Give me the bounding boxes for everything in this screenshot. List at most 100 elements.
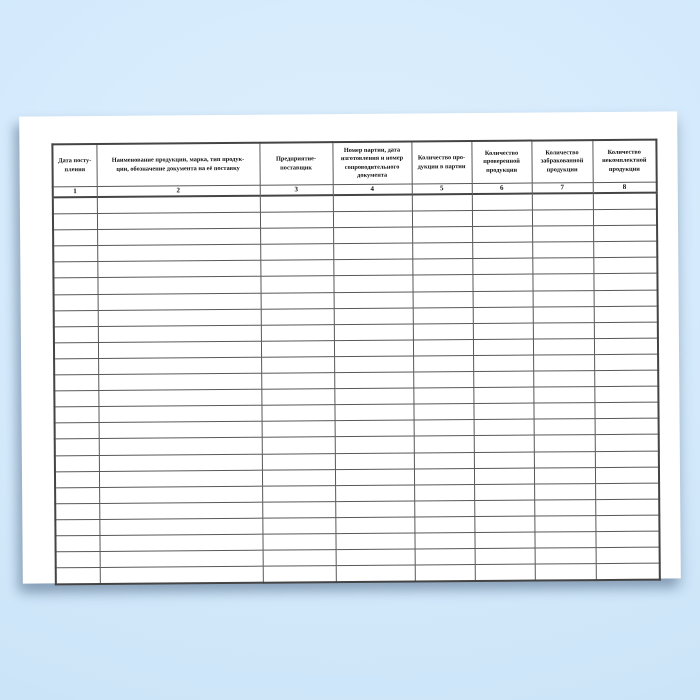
header-row: Дата посту- пления Наименование продукци… <box>52 139 657 187</box>
empty-log-cell <box>97 292 261 311</box>
document-page: Дата посту- пления Наименование продукци… <box>19 111 681 586</box>
empty-log-cell <box>413 387 474 405</box>
empty-log-cell <box>472 338 534 356</box>
empty-log-cell <box>472 242 533 259</box>
empty-log-cell <box>593 257 658 275</box>
empty-log-cell <box>53 310 98 327</box>
empty-log-cell <box>473 435 534 453</box>
empty-log-cell <box>413 452 474 469</box>
empty-log-row <box>55 563 660 585</box>
empty-log-cell <box>593 289 658 307</box>
column-header-rejected-quantity: Количество забракованной продукции <box>531 140 593 184</box>
empty-log-cell <box>595 547 660 564</box>
empty-log-cell <box>54 358 99 375</box>
empty-log-cell <box>260 243 334 261</box>
empty-log-cell <box>473 451 534 469</box>
empty-log-cell <box>333 275 413 293</box>
empty-log-cell <box>97 276 261 295</box>
empty-log-cell <box>534 483 596 500</box>
empty-log-cell <box>261 420 335 438</box>
empty-log-cell <box>54 454 99 472</box>
column-number-1: 1 <box>52 186 97 198</box>
empty-log-cell <box>534 563 596 581</box>
empty-log-cell <box>534 515 596 533</box>
empty-log-cell <box>532 274 594 291</box>
empty-log-cell <box>333 243 413 261</box>
column-header-receipt-date: Дата посту- пления <box>52 143 97 187</box>
empty-log-cell <box>473 371 534 388</box>
empty-log-cell <box>413 468 475 485</box>
empty-log-cell <box>262 549 336 567</box>
empty-log-cell <box>534 499 596 516</box>
empty-log-cell <box>334 436 414 454</box>
empty-log-cell <box>472 258 533 276</box>
empty-log-cell <box>334 372 414 389</box>
empty-log-cell <box>260 276 334 293</box>
empty-log-cell <box>334 468 415 486</box>
empty-log-cell <box>593 337 659 355</box>
empty-log-cell <box>533 386 595 404</box>
empty-log-cell <box>97 260 261 278</box>
empty-log-cell <box>594 386 659 403</box>
empty-log-cell <box>99 566 263 585</box>
empty-log-cell <box>262 565 336 583</box>
column-header-supplier: Предприятие- поставщик <box>259 142 333 186</box>
empty-log-cell <box>473 387 534 404</box>
empty-log-cell <box>333 227 413 244</box>
empty-log-cell <box>412 291 473 308</box>
empty-log-cell <box>260 227 334 245</box>
empty-log-cell <box>413 355 474 373</box>
empty-log-cell <box>595 531 660 548</box>
empty-log-cell <box>412 242 473 260</box>
empty-log-cell <box>412 339 474 356</box>
empty-log-cell <box>592 209 658 226</box>
empty-log-cell <box>414 516 475 533</box>
empty-log-cell <box>472 226 533 243</box>
empty-log-cell <box>97 341 262 359</box>
empty-log-cell <box>472 306 533 324</box>
empty-log-cell <box>262 501 336 519</box>
empty-log-cell <box>98 405 262 423</box>
empty-log-cell <box>594 466 660 484</box>
empty-log-cell <box>473 467 535 485</box>
empty-log-cell <box>99 518 263 536</box>
empty-log-cell <box>533 434 595 452</box>
empty-log-cell <box>54 438 99 456</box>
empty-log-cell <box>532 257 594 275</box>
empty-log-cell <box>335 565 415 583</box>
empty-log-cell <box>533 402 595 420</box>
empty-log-cell <box>334 404 414 421</box>
empty-log-cell <box>594 370 659 387</box>
empty-log-cell <box>99 534 263 552</box>
empty-log-cell <box>55 551 100 568</box>
column-number-4: 4 <box>332 184 412 196</box>
column-number-7: 7 <box>531 182 593 194</box>
empty-log-cell <box>52 213 98 231</box>
empty-log-cell <box>413 435 474 453</box>
empty-log-cell <box>532 241 594 259</box>
empty-log-cell <box>261 437 335 454</box>
empty-log-cell <box>55 487 100 504</box>
empty-log-cell <box>260 308 334 325</box>
empty-log-cell <box>262 485 336 502</box>
empty-log-cell <box>335 516 415 534</box>
empty-log-cell <box>412 226 473 244</box>
empty-log-cell <box>534 531 596 549</box>
empty-log-cell <box>531 209 594 227</box>
empty-log-cell <box>98 357 262 375</box>
empty-log-cell <box>335 484 415 502</box>
empty-log-cell <box>53 342 99 359</box>
empty-log-cell <box>55 567 100 585</box>
empty-log-cell <box>474 483 535 501</box>
empty-log-cell <box>534 547 596 565</box>
empty-log-cell <box>54 374 99 391</box>
empty-log-cell <box>55 519 100 536</box>
empty-log-cell <box>532 338 595 355</box>
empty-log-cell <box>99 485 263 504</box>
empty-log-cell <box>262 517 336 535</box>
column-header-batch-quantity: Количество про- дукции в партии <box>411 141 472 185</box>
empty-log-cell <box>414 564 475 582</box>
empty-log-cell <box>533 467 596 484</box>
empty-log-cell <box>593 225 658 242</box>
